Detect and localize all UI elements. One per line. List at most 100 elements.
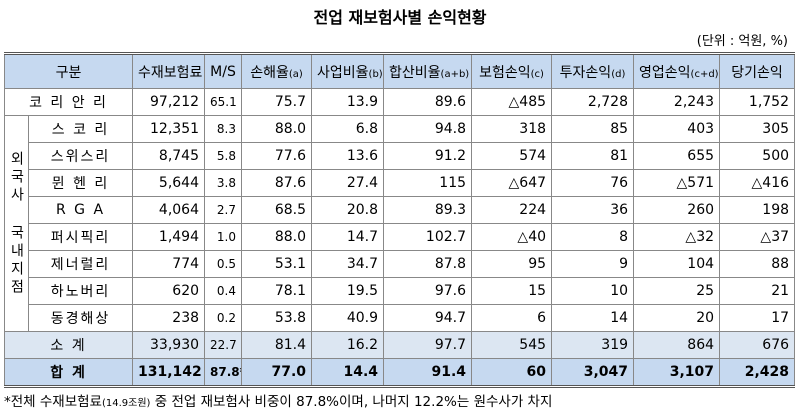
cell: 1,752 <box>719 88 796 116</box>
row: 동경해상 238 0.2 53.8 40.9 94.7 6 14 20 17 <box>5 304 796 332</box>
cell: 774 <box>132 250 206 278</box>
header-cell: 투자손익(d) <box>551 53 635 89</box>
cell: △647 <box>471 169 553 197</box>
cell: 131,142 <box>132 358 206 387</box>
cell: 545 <box>471 331 553 359</box>
row-name: 뮌 헨 리 <box>27 169 134 197</box>
cell: 97,212 <box>132 88 206 116</box>
cell: 22.7 <box>204 331 243 359</box>
cell: 94.8 <box>383 115 473 143</box>
cell: 89.6 <box>383 88 473 116</box>
cell: 238 <box>132 304 206 332</box>
row: 합 계131,14287.8*77.014.491.4603,0473,1072… <box>3 358 796 387</box>
row-name: 소 계 <box>3 331 134 359</box>
header-cell: 당기손익 <box>719 53 796 89</box>
header-cell: 사업비율(b) <box>311 53 385 89</box>
row: 소 계 33,930 22.7 81.4 16.2 97.7 545 319 864 676 <box>3 331 796 359</box>
cell: 3.8 <box>204 169 243 197</box>
cell: △416 <box>719 169 796 197</box>
cell: 620 <box>132 277 206 305</box>
cell: 500 <box>719 142 796 170</box>
cell: 14.7 <box>311 223 385 251</box>
cell: 60 <box>471 358 553 387</box>
cell: 77.6 <box>241 142 313 170</box>
cell: 21 <box>719 277 796 305</box>
cell: 676 <box>719 331 796 359</box>
footnote: *전체 수재보험료(14.9조원) 중 전업 재보험사 비중이 87.8%이며,… <box>4 390 552 410</box>
cell: 6 <box>471 304 553 332</box>
cell: 2,728 <box>551 88 635 116</box>
header-cell: 보험손익(c) <box>471 53 553 89</box>
cell: 68.5 <box>241 196 313 224</box>
header-label: 구분 <box>55 64 82 81</box>
cell: 75.7 <box>241 88 313 116</box>
cell: 76 <box>551 169 635 197</box>
cell: 5.8 <box>204 142 243 170</box>
cell: △40 <box>471 223 553 251</box>
cell: △32 <box>633 223 721 251</box>
cell: 85 <box>551 115 635 143</box>
row-name: 하노버리 <box>27 277 134 305</box>
cell: 3,107 <box>633 358 721 387</box>
row-name: 코 리 안 리 <box>3 88 134 116</box>
cell: 4,064 <box>132 196 206 224</box>
cell: △37 <box>719 223 796 251</box>
cell: 198 <box>719 196 796 224</box>
cell: 20 <box>633 304 721 332</box>
cell: 319 <box>551 331 635 359</box>
footnote-part: (14.9조원) <box>101 398 151 409</box>
cell: 97.7 <box>383 331 473 359</box>
cell: 65.1 <box>204 88 243 116</box>
row: 하노버리 620 0.4 78.1 19.5 97.6 15 10 25 21 <box>5 277 796 305</box>
header-label: M/S <box>210 63 236 80</box>
title: 전업 재보험사별 손익현황 <box>313 8 487 27</box>
cell: 53.8 <box>241 304 313 332</box>
row: 코 리 안 리 97,212 65.1 75.7 13.9 89.6 △485 2,728 2,… <box>3 88 796 116</box>
row: 스위스리 8,745 5.8 77.6 13.6 91.2 574 81 655 500 <box>5 142 796 170</box>
cell: 12,351 <box>132 115 206 143</box>
header-sub: (d) <box>611 68 626 80</box>
cell: 81 <box>551 142 635 170</box>
cell: 102.7 <box>383 223 473 251</box>
cell: 87.8* <box>204 358 243 387</box>
cell: 104 <box>633 250 721 278</box>
cell: 574 <box>471 142 553 170</box>
row-name: 동경해상 <box>27 304 134 332</box>
header-cell: 구분 <box>3 53 134 89</box>
footnote-part: 중 전업 재보험사 비중이 87.8%이며, 나머지 12.2%는 원수사가 차… <box>150 394 553 410</box>
cell: 87.6 <box>241 169 313 197</box>
cell: 17 <box>719 304 796 332</box>
cell: 88.0 <box>241 115 313 143</box>
cell: 78.1 <box>241 277 313 305</box>
cell: 3,047 <box>551 358 635 387</box>
cell: 95 <box>471 250 553 278</box>
cell: 8,745 <box>132 142 206 170</box>
cell: 2,243 <box>633 88 721 116</box>
cell: 9 <box>551 250 635 278</box>
header-label: 보험손익 <box>479 64 531 81</box>
header-cell: 합산비율(a+b) <box>383 53 473 89</box>
cell: 8.3 <box>204 115 243 143</box>
cell: 655 <box>633 142 721 170</box>
cell: 91.4 <box>383 358 473 387</box>
cell: 81.4 <box>241 331 313 359</box>
cell: 94.7 <box>383 304 473 332</box>
group-label: 외국사 국내지점 <box>4 115 29 332</box>
cell: 20.8 <box>311 196 385 224</box>
row-name: 제너럴리 <box>27 250 134 278</box>
cell: 6.8 <box>311 115 385 143</box>
header-label: 수재보험료 <box>138 64 203 81</box>
header-sub: (c+d) <box>690 68 719 80</box>
row-name: R G A <box>27 196 134 224</box>
row: 퍼시픽리 1,494 1.0 88.0 14.7 102.7 △40 8 △32 △37 <box>5 223 796 251</box>
header-cell: M/S <box>204 53 243 89</box>
cell: 0.2 <box>204 304 243 332</box>
cell: 14 <box>551 304 635 332</box>
cell: 115 <box>383 169 473 197</box>
cell: 87.8 <box>383 250 473 278</box>
cell: 2.7 <box>204 196 243 224</box>
cell: 8 <box>551 223 635 251</box>
cell: 1,494 <box>132 223 206 251</box>
cell: 88.0 <box>241 223 313 251</box>
cell: 91.2 <box>383 142 473 170</box>
